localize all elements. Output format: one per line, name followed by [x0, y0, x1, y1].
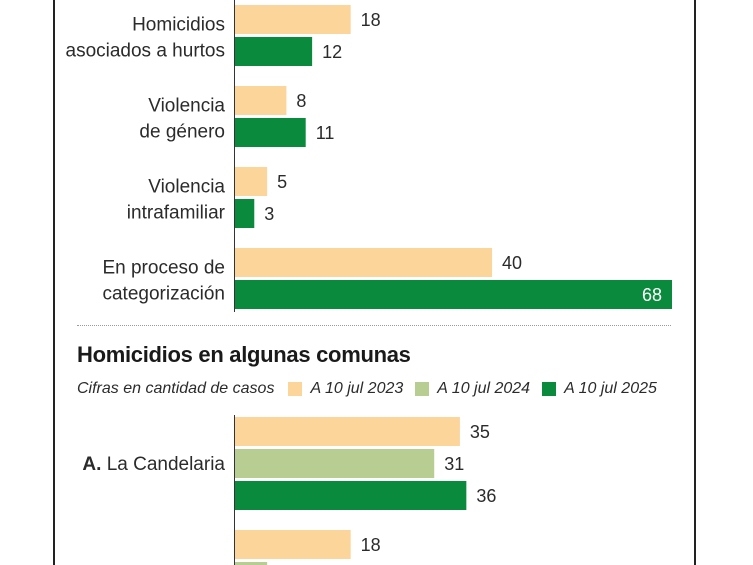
bar-value-label: 31: [444, 454, 464, 474]
bar-value-label: 36: [476, 486, 496, 506]
legend-label-2025: A 10 jul 2025: [564, 380, 657, 397]
bar: [235, 280, 672, 309]
legend-swatch-2024: [415, 382, 430, 396]
category-prefix: A.: [82, 454, 106, 475]
bar: [235, 5, 351, 34]
bar-value-label: 11: [316, 123, 335, 143]
bar: [235, 37, 313, 66]
bar-value-label: 12: [322, 42, 342, 62]
bar-value-label: 40: [502, 253, 522, 273]
legend-label-2023: A 10 jul 2023: [310, 380, 404, 397]
legend-swatch-2023: [288, 382, 303, 396]
bar: [235, 449, 435, 478]
legend-label-2024: A 10 jul 2024: [437, 380, 531, 397]
bar: [235, 199, 255, 228]
legend-item-2024: A 10 jul 2024: [415, 380, 530, 398]
bar: [235, 562, 268, 565]
legend-item-2023: A 10 jul 2023: [288, 380, 403, 398]
category-label: Violencia: [148, 177, 225, 198]
bar-value-label: 18: [361, 10, 381, 30]
right-frame-line: [694, 0, 696, 565]
legend-swatch-2025: [542, 382, 557, 396]
legend-item-2025: A 10 jul 2025: [542, 380, 657, 398]
bar: [235, 481, 467, 510]
section-divider: [77, 325, 671, 326]
bar: [235, 167, 268, 196]
bar-value-label: 35: [470, 422, 490, 442]
bar-value-label: 8: [296, 91, 306, 111]
category-label: A. La Candelaria: [82, 454, 225, 475]
bottom-chart-axis: [234, 415, 235, 565]
category-label: intrafamiliar: [127, 203, 226, 224]
category-label: asociados a hurtos: [66, 41, 226, 62]
bar-value-label: 3: [264, 204, 274, 224]
category-label: Homicidios: [132, 15, 225, 36]
bar-value-label: 5: [277, 172, 287, 192]
bar: [235, 118, 306, 147]
category-name: La Candelaria: [107, 454, 226, 475]
chart-legend: Cifras en cantidad de casos A 10 jul 202…: [77, 378, 669, 400]
left-frame-line: [53, 0, 55, 565]
category-label: Violencia: [148, 96, 225, 117]
bar: [235, 530, 351, 559]
category-label: categorización: [102, 284, 225, 305]
bar: [235, 248, 493, 277]
section-title: Homicidios en algunas comunas: [77, 342, 411, 367]
category-label: de género: [139, 122, 225, 143]
top-chart-axis: [234, 0, 235, 312]
bar-value-label: 68: [642, 285, 662, 305]
bar: [235, 86, 287, 115]
category-label: En proceso de: [102, 258, 225, 279]
legend-note: Cifras en cantidad de casos: [77, 380, 275, 397]
bar-value-label: 18: [361, 535, 381, 555]
bar: [235, 417, 460, 446]
